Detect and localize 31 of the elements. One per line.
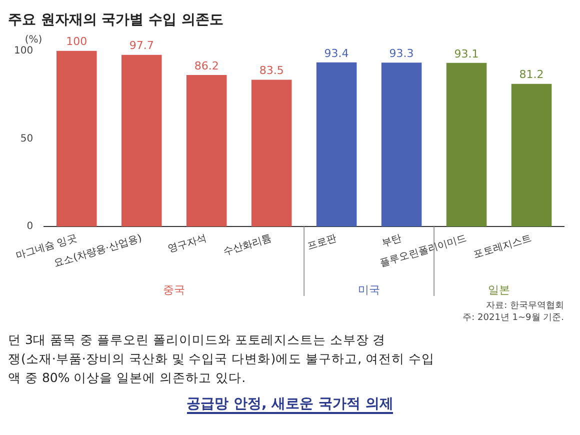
text: 쟁(소재·부품·장비의 국산화 및 수입국 다변화)에도 불구하고, 여전히 수입 — [8, 350, 436, 368]
y-tick-label: 0 — [26, 221, 34, 232]
bar — [446, 62, 487, 227]
data-label: 81.2 — [519, 68, 544, 82]
data-label: 93.3 — [389, 46, 414, 60]
text: 주: 2021년 1~9월 기준. — [462, 312, 564, 324]
bar — [121, 54, 162, 227]
data-label: 93.4 — [324, 46, 349, 60]
text: 미국 — [358, 283, 380, 296]
data-label: 86.2 — [194, 59, 219, 72]
bar — [186, 75, 227, 227]
data-label: 83.5 — [259, 64, 284, 78]
bar — [251, 80, 292, 227]
bar — [381, 62, 422, 227]
text: 자료: 한국무역협회 — [485, 300, 564, 312]
data-label: 100 — [66, 35, 88, 48]
chart-title: 주요 원자재의 국가별 수입 의존도 — [8, 12, 224, 28]
bar — [56, 50, 97, 227]
y-tick-label: 100 — [14, 45, 34, 56]
text: 공급망 안정, 새로운 국가적 의제 — [186, 396, 394, 414]
data-label: 97.7 — [129, 39, 154, 52]
bar — [316, 62, 357, 227]
bar — [511, 84, 552, 227]
y-tick-label: 50 — [20, 133, 34, 144]
y-axis-title: (%) — [24, 34, 42, 46]
x-tick-label: 프로판 — [306, 233, 338, 252]
data-label: 93.1 — [454, 47, 479, 60]
text: 일본 — [488, 283, 510, 296]
text: 중국 — [163, 283, 186, 296]
text: 던 3대 품목 중 플루오린 폴리이미드와 포토레지스트는 소부장 경 — [8, 331, 387, 349]
text: 액 중 80% 이상을 일본에 의존하고 있다. — [8, 369, 247, 387]
